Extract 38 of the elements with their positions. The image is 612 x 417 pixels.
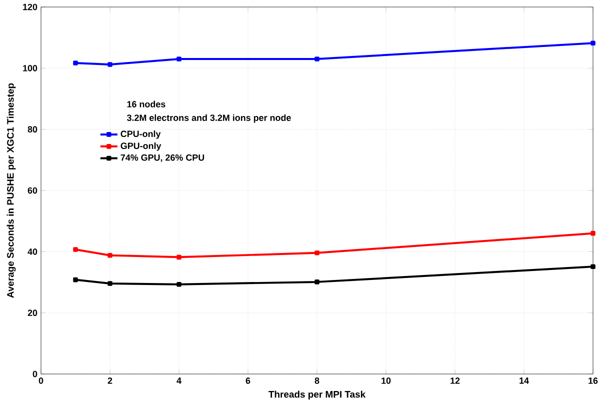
point [314,56,320,62]
y-tick-label: 100 [23,64,38,72]
x-tick-label: 16 [588,378,598,384]
x-tick-label: 6 [246,378,250,384]
point [590,264,596,270]
x-axis-title: Threads per MPI Task [268,390,366,400]
y-tick-label: 40 [28,248,38,255]
point [108,62,112,67]
x-tick-label: 4 [176,378,182,384]
x-tick-label: 2 [108,378,112,384]
x-tick-label: 8 [314,378,320,384]
legend-label: GPU-only [120,142,162,151]
x-tick-label: 12 [450,378,460,384]
x-tick-label: 0 [38,378,44,384]
point [176,56,182,62]
point [73,247,78,252]
point [73,277,78,282]
y-tick-label: 120 [23,4,38,10]
y-axis-title: Average Seconds in PUSHE per XGC1 Timestep [6,83,16,298]
point [176,282,182,287]
point [314,280,320,284]
legend-title: 16 nodes [127,100,166,108]
legend-label: CPU-only [120,130,161,139]
x-tick-label: 14 [520,378,529,384]
point [314,250,320,256]
point [108,281,112,286]
legend-label: 74% GPU, 26% CPU [120,154,204,162]
x-tick-label: 10 [382,378,391,384]
annotation: 3.2M electrons and 3.2M ions per node [126,114,291,123]
y-tick-label: 0 [32,370,38,378]
point [176,254,182,260]
y-tick-label: 60 [28,187,38,194]
y-tick-label: 80 [28,126,38,133]
point [108,252,112,258]
point [590,40,596,46]
y-tick-label: 20 [28,310,38,316]
point [590,230,596,236]
point [73,60,78,66]
